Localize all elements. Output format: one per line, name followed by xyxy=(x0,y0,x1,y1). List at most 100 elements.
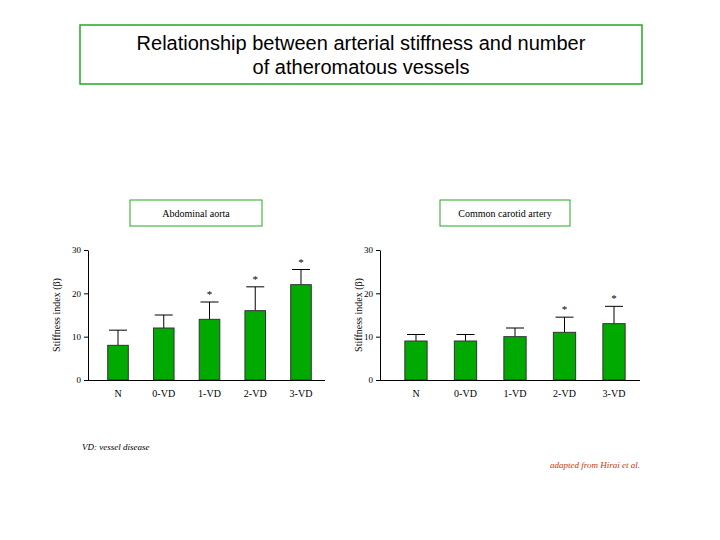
significance-marker: * xyxy=(298,256,304,268)
chart: Abdominal aorta 0 10 20 30 N 0-VD 1-VD 2-VD 3-VD S… xyxy=(51,200,325,399)
y-axis-title: Stiffness index (β) xyxy=(353,278,365,352)
error-stem xyxy=(300,270,301,285)
error-stem xyxy=(614,306,615,323)
y-axis: 0102030 xyxy=(364,245,381,385)
x-tick-label: 0-VD xyxy=(152,388,175,399)
panel-title-box xyxy=(440,200,570,226)
title: Relationship between arterial stiffness … xyxy=(137,32,586,78)
y-tick: 30 xyxy=(72,245,88,255)
error-cap xyxy=(109,330,127,331)
x-axis: N 0-VD 1-VD 2-VD 3-VD xyxy=(380,380,640,399)
error-bar xyxy=(556,317,574,332)
significance-marker: * xyxy=(207,288,213,300)
y-axis-title: Stiffness index (β) xyxy=(51,278,63,352)
y-tick-label: 20 xyxy=(72,289,82,299)
x-tick: 3-VD xyxy=(603,380,626,399)
title-box xyxy=(80,25,642,84)
footnote: VD: vessel disease xyxy=(82,442,149,452)
y-tick: 0 xyxy=(77,375,89,385)
error-bar xyxy=(506,328,524,337)
y-axis-line xyxy=(380,251,381,381)
y-tick-label: 20 xyxy=(364,289,374,299)
plot-area xyxy=(405,306,625,380)
y-tick: 0 xyxy=(369,375,381,385)
y-tick-label: 0 xyxy=(77,375,82,385)
significance-marker: * xyxy=(252,273,258,285)
x-axis-line xyxy=(88,380,325,381)
error-stem xyxy=(255,287,256,311)
x-tick-label: 3-VD xyxy=(603,388,626,399)
y-tick: 10 xyxy=(72,332,88,342)
x-tick-label: 1-VD xyxy=(504,388,527,399)
source: adapted from Hirai et al. xyxy=(550,460,640,470)
x-axis: N 0-VD 1-VD 2-VD 3-VD xyxy=(88,380,325,399)
x-tick: 0-VD xyxy=(454,380,477,399)
x-tick: 3-VD xyxy=(290,380,313,399)
bar xyxy=(108,345,129,380)
error-bar xyxy=(246,287,264,311)
chart: Common carotid artery0102030N0-VD1-VD2-V… xyxy=(353,200,640,399)
error-bar xyxy=(456,335,474,342)
significance-marker: * xyxy=(611,292,617,304)
x-tick: 0-VD xyxy=(152,380,175,399)
x-tick: 1-VD xyxy=(198,380,221,399)
y-tick: 20 xyxy=(72,289,88,299)
y-tick-mark xyxy=(84,380,88,381)
panel-title-box xyxy=(130,200,262,226)
bar xyxy=(553,332,575,380)
y-tick-label: 0 xyxy=(369,375,374,385)
error-stem xyxy=(163,315,164,328)
bar xyxy=(153,328,174,380)
y-tick-mark xyxy=(376,293,380,294)
error-bar xyxy=(407,335,425,342)
y-tick: 10 xyxy=(364,332,380,342)
panel-title: Common carotid artery xyxy=(458,208,551,219)
y-tick: 20 xyxy=(364,289,380,299)
error-stem xyxy=(515,328,516,337)
canvas: Relationship between arterial stiffness … xyxy=(0,0,720,540)
bar xyxy=(603,324,625,380)
error-stem xyxy=(415,335,416,342)
y-tick-mark xyxy=(84,250,88,251)
x-tick: N xyxy=(412,380,419,399)
x-axis-line xyxy=(380,380,640,381)
error-cap xyxy=(201,302,219,303)
bar xyxy=(504,337,526,380)
x-tick-label: N xyxy=(412,388,419,399)
bar xyxy=(245,311,266,380)
x-tick: 2-VD xyxy=(244,380,267,399)
error-cap xyxy=(155,315,173,316)
x-tick-label: 0-VD xyxy=(454,388,477,399)
significance-marker: * xyxy=(562,303,568,315)
error-cap xyxy=(556,317,574,318)
x-tick-label: 3-VD xyxy=(290,388,313,399)
error-cap xyxy=(506,328,524,329)
y-tick-label: 10 xyxy=(364,332,374,342)
bar xyxy=(405,341,427,380)
x-tick: 2-VD xyxy=(553,380,576,399)
bar xyxy=(291,285,312,380)
plot-area xyxy=(108,270,312,381)
y-tick-mark xyxy=(376,337,380,338)
error-bar xyxy=(201,302,219,319)
error-bar xyxy=(155,315,173,328)
x-tick: 1-VD xyxy=(504,380,527,399)
panel-title: Abdominal aorta xyxy=(162,208,230,219)
y-axis: 0 10 20 30 xyxy=(72,245,89,385)
y-tick-mark xyxy=(84,337,88,338)
error-cap xyxy=(292,269,310,270)
error-cap xyxy=(456,334,474,335)
bar xyxy=(199,319,220,380)
x-tick-label: 1-VD xyxy=(198,388,221,399)
error-bar xyxy=(292,270,310,285)
y-tick-mark xyxy=(376,250,380,251)
x-tick-label: 2-VD xyxy=(244,388,267,399)
error-stem xyxy=(465,335,466,342)
y-tick-mark xyxy=(84,293,88,294)
y-axis-line xyxy=(88,251,89,381)
error-cap xyxy=(246,286,264,287)
y-tick-label: 30 xyxy=(72,245,82,255)
x-tick: N xyxy=(114,380,121,399)
error-stem xyxy=(118,330,119,345)
error-cap xyxy=(407,334,425,335)
